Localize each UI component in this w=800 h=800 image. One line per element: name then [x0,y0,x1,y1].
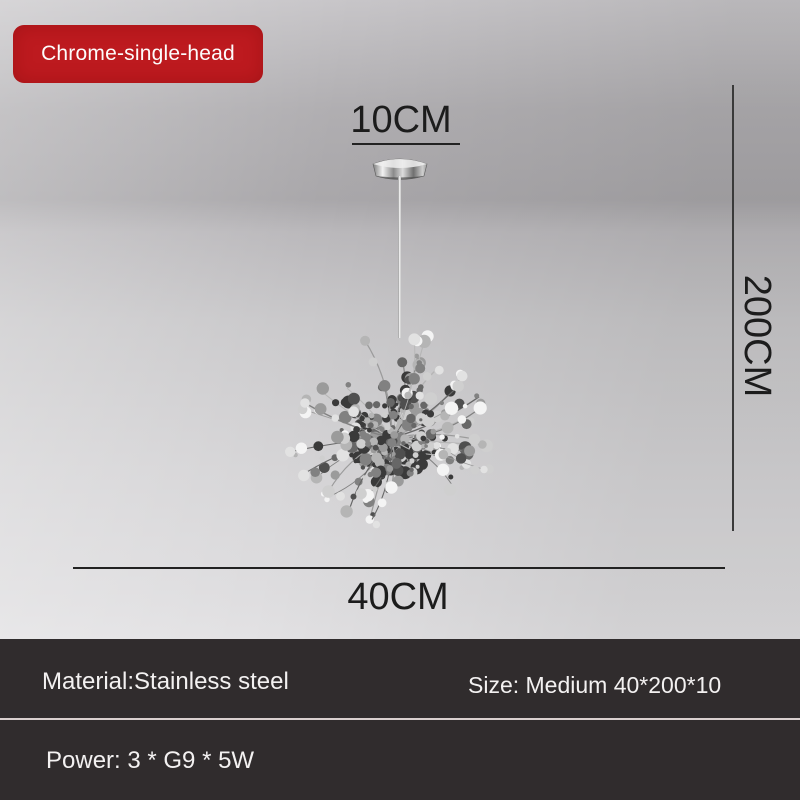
variant-badge-label: Chrome-single-head [41,42,235,65]
variant-badge: Chrome-single-head [13,25,263,83]
dimension-bottom-label: 40CM [347,576,449,618]
dimension-right-line [732,85,734,531]
dimension-bottom-line [73,567,725,569]
dimension-top-label: 10CM [350,99,452,141]
spec-material: Material:Stainless steel [42,668,289,695]
specs-horizontal-divider [0,718,800,720]
spec-size: Size: Medium 40*200*10 [468,672,722,698]
spec-power: Power: 3 * G9 * 5W [46,747,255,774]
chandelier-cluster [285,330,494,529]
pendant-cable [398,176,401,338]
dimension-top-line [352,143,460,145]
dimension-right-label: 200CM [736,274,778,398]
